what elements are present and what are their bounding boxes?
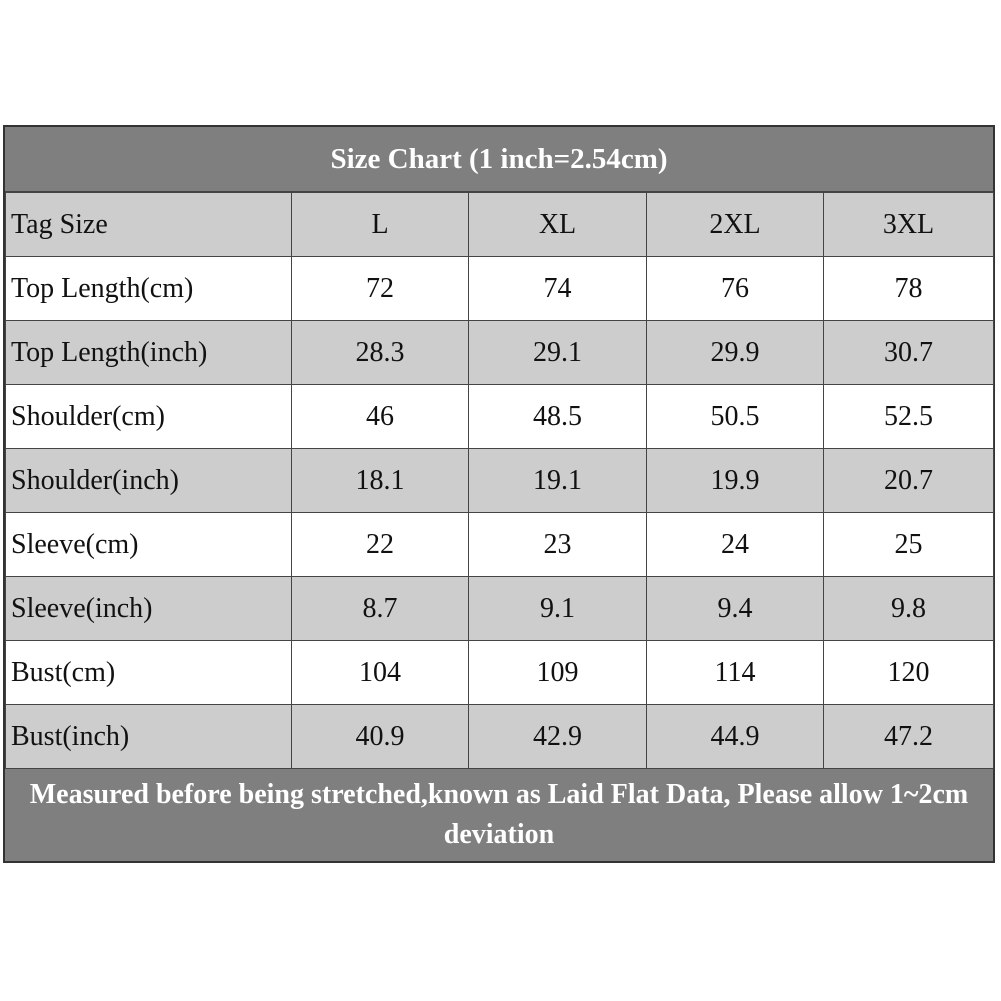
cell: 46 bbox=[291, 384, 469, 449]
cell: 9.1 bbox=[468, 576, 647, 641]
cell: 47.2 bbox=[823, 704, 994, 769]
row-label: Bust(inch) bbox=[5, 704, 292, 769]
cell: 18.1 bbox=[291, 448, 469, 513]
cell: L bbox=[291, 192, 469, 257]
cell: 9.8 bbox=[823, 576, 994, 641]
cell: 22 bbox=[291, 512, 469, 577]
cell: 30.7 bbox=[823, 320, 994, 385]
cell: 120 bbox=[823, 640, 994, 705]
cell: 20.7 bbox=[823, 448, 994, 513]
table-row: Shoulder(cm) 46 48.5 50.5 52.5 bbox=[5, 384, 994, 449]
cell: 29.9 bbox=[646, 320, 824, 385]
row-label: Sleeve(cm) bbox=[5, 512, 292, 577]
footer-note: Measured before being stretched,known as… bbox=[5, 769, 993, 861]
table-row: Top Length(inch) 28.3 29.1 29.9 30.7 bbox=[5, 320, 994, 385]
cell: 76 bbox=[646, 256, 824, 321]
cell: 50.5 bbox=[646, 384, 824, 449]
row-label: Sleeve(inch) bbox=[5, 576, 292, 641]
size-chart: Size Chart (1 inch=2.54cm) Tag Size L XL 2X… bbox=[3, 125, 995, 863]
cell: 78 bbox=[823, 256, 994, 321]
cell: 74 bbox=[468, 256, 647, 321]
cell: 2XL bbox=[646, 192, 824, 257]
chart-title: Size Chart (1 inch=2.54cm) bbox=[5, 127, 993, 192]
cell: 29.1 bbox=[468, 320, 647, 385]
cell: 8.7 bbox=[291, 576, 469, 641]
header-row: Tag Size L XL 2XL 3XL bbox=[5, 192, 994, 257]
row-label: Top Length(inch) bbox=[5, 320, 292, 385]
cell: 72 bbox=[291, 256, 469, 321]
cell: 19.1 bbox=[468, 448, 647, 513]
table-row: Bust(inch) 40.9 42.9 44.9 47.2 bbox=[5, 704, 994, 769]
row-label: Bust(cm) bbox=[5, 640, 292, 705]
table-row: Top Length(cm) 72 74 76 78 bbox=[5, 256, 994, 321]
cell: 42.9 bbox=[468, 704, 647, 769]
cell: 9.4 bbox=[646, 576, 824, 641]
table-row: Sleeve(cm) 22 23 24 25 bbox=[5, 512, 994, 577]
row-label: Shoulder(cm) bbox=[5, 384, 292, 449]
table-row: Bust(cm) 104 109 114 120 bbox=[5, 640, 994, 705]
cell: 109 bbox=[468, 640, 647, 705]
cell: 3XL bbox=[823, 192, 994, 257]
cell: 19.9 bbox=[646, 448, 824, 513]
cell: 52.5 bbox=[823, 384, 994, 449]
cell: 24 bbox=[646, 512, 824, 577]
cell: 48.5 bbox=[468, 384, 647, 449]
size-table: Tag Size L XL 2XL 3XL Top Length(cm) 72 74 76 78 T… bbox=[5, 192, 994, 769]
cell: 23 bbox=[468, 512, 647, 577]
row-label: Tag Size bbox=[5, 192, 292, 257]
cell: XL bbox=[468, 192, 647, 257]
table-row: Sleeve(inch) 8.7 9.1 9.4 9.8 bbox=[5, 576, 994, 641]
row-label: Shoulder(inch) bbox=[5, 448, 292, 513]
cell: 25 bbox=[823, 512, 994, 577]
cell: 114 bbox=[646, 640, 824, 705]
cell: 28.3 bbox=[291, 320, 469, 385]
cell: 44.9 bbox=[646, 704, 824, 769]
cell: 40.9 bbox=[291, 704, 469, 769]
table-row: Shoulder(inch) 18.1 19.1 19.9 20.7 bbox=[5, 448, 994, 513]
cell: 104 bbox=[291, 640, 469, 705]
row-label: Top Length(cm) bbox=[5, 256, 292, 321]
